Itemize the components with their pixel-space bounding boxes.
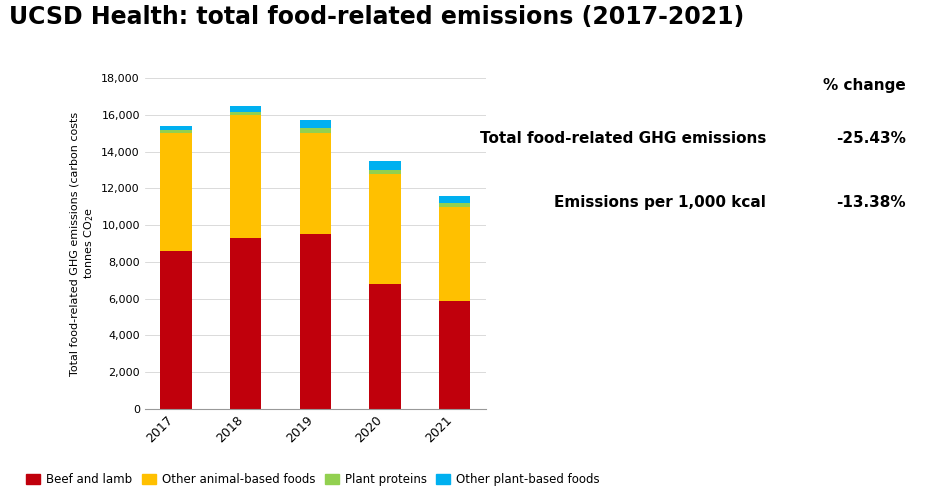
Bar [369, 170, 401, 173]
Bar [439, 206, 470, 300]
Bar [439, 196, 470, 203]
Bar [230, 112, 262, 115]
Bar [161, 131, 191, 133]
Text: Emissions per 1,000 kcal: Emissions per 1,000 kcal [554, 195, 766, 210]
Text: % change: % change [823, 78, 906, 93]
Bar [369, 161, 401, 170]
Text: UCSD Health: total food-related emissions (2017-2021): UCSD Health: total food-related emission… [9, 5, 744, 29]
Text: -25.43%: -25.43% [836, 131, 906, 147]
Bar [161, 251, 191, 409]
Bar [230, 238, 262, 409]
Bar [230, 115, 262, 238]
Bar [161, 126, 191, 131]
Bar [300, 128, 331, 133]
Bar [439, 203, 470, 206]
Y-axis label: Total food-related GHG emissions (carbon costs
tonnes CO$_2$e: Total food-related GHG emissions (carbon… [70, 112, 95, 375]
Bar [161, 133, 191, 251]
Bar [300, 133, 331, 234]
Bar [300, 234, 331, 409]
Bar [369, 284, 401, 409]
Bar [300, 120, 331, 128]
Bar [369, 173, 401, 284]
Legend: Beef and lamb, Other animal-based foods, Plant proteins, Other plant-based foods: Beef and lamb, Other animal-based foods,… [21, 468, 604, 487]
Text: Total food-related GHG emissions: Total food-related GHG emissions [479, 131, 766, 147]
Bar [439, 300, 470, 409]
Bar [230, 106, 262, 112]
Text: -13.38%: -13.38% [836, 195, 906, 210]
